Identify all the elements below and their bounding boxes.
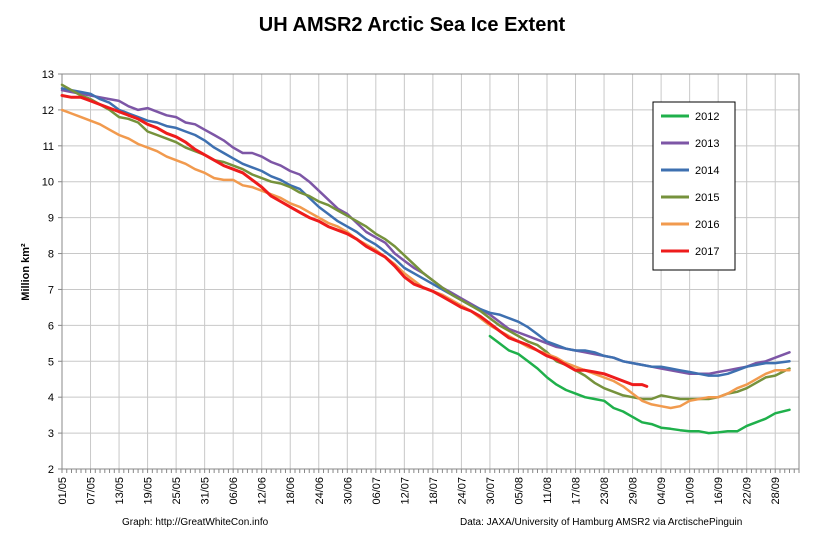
- y-tick-label: 12: [42, 105, 54, 117]
- legend-box: [652, 101, 736, 271]
- x-tick-label: 29/08: [628, 477, 640, 505]
- y-tick-label: 2: [48, 464, 54, 476]
- y-tick-label: 13: [42, 69, 54, 81]
- legend-label-2017: 2017: [695, 246, 719, 258]
- series-line-2017: [60, 94, 649, 388]
- x-tick-label: 10/09: [685, 477, 697, 505]
- series-line-2012: [488, 334, 791, 435]
- x-tick-label: 11/08: [542, 477, 554, 504]
- series-lines: [60, 83, 791, 435]
- y-tick-label: 11: [43, 141, 54, 153]
- y-axis-ticks: 2 3 4 5 6 7 8 9 10 11 12 13: [42, 69, 62, 476]
- y-tick-label: 10: [42, 177, 54, 189]
- legend-label-2015: 2015: [695, 192, 719, 204]
- legend-label-2016: 2016: [695, 219, 719, 231]
- legend: 2012 2013 2014 2015 2016 2017: [652, 101, 736, 271]
- x-tick-label: 12/07: [399, 477, 411, 505]
- y-tick-label: 4: [48, 392, 54, 404]
- legend-label-2014: 2014: [695, 165, 719, 177]
- y-tick-label: 6: [48, 320, 54, 332]
- y-tick-label: 3: [48, 428, 54, 440]
- x-tick-label: 30/06: [342, 477, 354, 505]
- y-axis-label: Million km²: [20, 243, 32, 301]
- series-line-2015: [60, 83, 791, 401]
- x-tick-label: 19/05: [143, 477, 155, 505]
- y-tick-label: 9: [48, 213, 54, 225]
- x-tick-label: 28/09: [770, 477, 782, 505]
- x-tick-label: 06/07: [371, 477, 383, 505]
- x-tick-label: 01/05: [57, 477, 69, 505]
- x-tick-label: 17/08: [571, 477, 583, 505]
- x-tick-label: 05/08: [513, 477, 525, 505]
- x-tick-label: 07/05: [86, 477, 98, 505]
- x-tick-label: 24/06: [314, 477, 326, 505]
- x-tick-label: 23/08: [599, 477, 611, 505]
- x-tick-label: 31/05: [200, 477, 212, 505]
- y-tick-label: 8: [48, 249, 54, 261]
- x-tick-label: 16/09: [713, 477, 725, 505]
- y-tick-label: 7: [48, 284, 54, 296]
- x-tick-label: 12/06: [257, 477, 269, 505]
- chart-title: UH AMSR2 Arctic Sea Ice Extent: [259, 14, 566, 36]
- x-tick-label: 22/09: [742, 477, 754, 505]
- x-tick-label: 18/07: [428, 477, 440, 505]
- legend-label-2013: 2013: [695, 138, 719, 150]
- legend-label-2012: 2012: [695, 111, 719, 123]
- plot-area-border: [61, 73, 800, 470]
- x-tick-label: 04/09: [656, 477, 668, 505]
- x-tick-label: 13/05: [114, 477, 126, 505]
- x-tick-label: 06/06: [228, 477, 240, 505]
- x-tick-label: 18/06: [285, 477, 297, 505]
- series-line-2014: [60, 87, 791, 377]
- x-tick-label: 30/07: [485, 477, 497, 505]
- x-tick-label: 25/05: [171, 477, 183, 505]
- y-tick-label: 5: [48, 356, 54, 368]
- footer-credit-right: Data: JAXA/University of Hamburg AMSR2 v…: [460, 517, 742, 528]
- footer-credit-left: Graph: http://GreatWhiteCon.info: [122, 517, 269, 528]
- x-axis-ticks: 01/05 07/05 13/05 19/05 25/05 31/05 06/06 12/06…: [57, 469, 800, 505]
- x-tick-label: 24/07: [456, 477, 468, 505]
